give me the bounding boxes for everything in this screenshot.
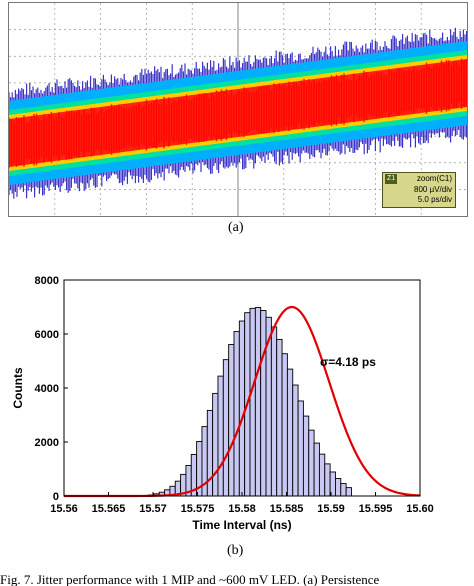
figure-caption: Fig. 7. Jitter performance with 1 MIP an… — [0, 572, 380, 586]
y-tick-label: 0 — [53, 491, 59, 503]
panel-a-caption: (a) — [228, 220, 244, 235]
vertical-scale-label: 800 µV/div — [414, 185, 452, 194]
persistence-plot — [9, 3, 467, 216]
zoom-tag: Z1 — [385, 174, 398, 184]
y-axis-label: Counts — [11, 367, 25, 409]
histogram-bar — [249, 307, 256, 497]
zoom-channel-label: zoom(C1) — [416, 174, 452, 183]
x-tick-label: 15.575 — [181, 503, 215, 515]
histogram-bar — [340, 483, 347, 497]
histogram-bar — [281, 353, 288, 497]
y-axis-ticks: 0 2000 4000 6000 8000 — [35, 275, 68, 503]
histogram-bar — [212, 392, 219, 497]
persistence-display — [8, 2, 468, 217]
x-tick-label: 15.59 — [317, 503, 345, 515]
y-tick-label: 6000 — [35, 329, 59, 341]
histogram-bar — [318, 453, 326, 497]
y-tick-label: 4000 — [35, 383, 59, 395]
histogram-bar — [254, 307, 262, 497]
histogram-bars — [148, 307, 352, 497]
x-axis-ticks: 15.56 15.565 15.57 15.575 15.58 15.585 15.59 15… — [50, 492, 434, 515]
horizontal-scale-label: 5.0 ps/div — [417, 195, 452, 204]
histogram-bar — [222, 359, 230, 497]
histogram-bar — [206, 409, 214, 497]
histogram-bar — [286, 368, 294, 497]
zoom-info-box: Z1 zoom(C1) 800 µV/div 5.0 ps/div — [382, 172, 456, 208]
histogram-bar — [238, 320, 246, 497]
x-tick-label: 15.60 — [406, 503, 434, 515]
y-tick-label: 8000 — [35, 275, 59, 287]
x-tick-label: 15.57 — [139, 503, 167, 515]
x-tick-label: 15.565 — [92, 503, 126, 515]
panel-b-caption: (b) — [227, 543, 244, 558]
histogram-bar — [260, 310, 267, 497]
x-tick-label: 15.585 — [270, 503, 304, 515]
histogram-bar — [270, 326, 278, 497]
histogram-bar — [308, 429, 315, 497]
histogram-bar — [292, 384, 299, 497]
x-tick-label: 15.58 — [228, 503, 256, 515]
histogram-bar — [233, 331, 240, 497]
histogram-bar — [276, 338, 283, 497]
histogram-bar — [345, 487, 352, 497]
jitter-band — [9, 27, 467, 199]
histogram-bar — [217, 375, 224, 497]
jitter-histogram: 15.56 15.565 15.57 15.575 15.58 15.585 15.59 15… — [11, 275, 434, 532]
histogram-bar — [228, 344, 235, 497]
histogram-bar — [297, 400, 304, 497]
x-tick-label: 15.56 — [50, 503, 78, 515]
histogram-bar — [324, 463, 331, 497]
histogram-bar — [335, 477, 342, 497]
histogram-bar — [302, 415, 310, 497]
sigma-annotation: σ=4.18 ps — [320, 355, 376, 369]
x-axis-label: Time Interval (ns) — [192, 518, 291, 532]
y-tick-label: 2000 — [35, 437, 59, 449]
x-tick-label: 15.595 — [359, 503, 393, 515]
histogram-bar — [313, 442, 320, 497]
